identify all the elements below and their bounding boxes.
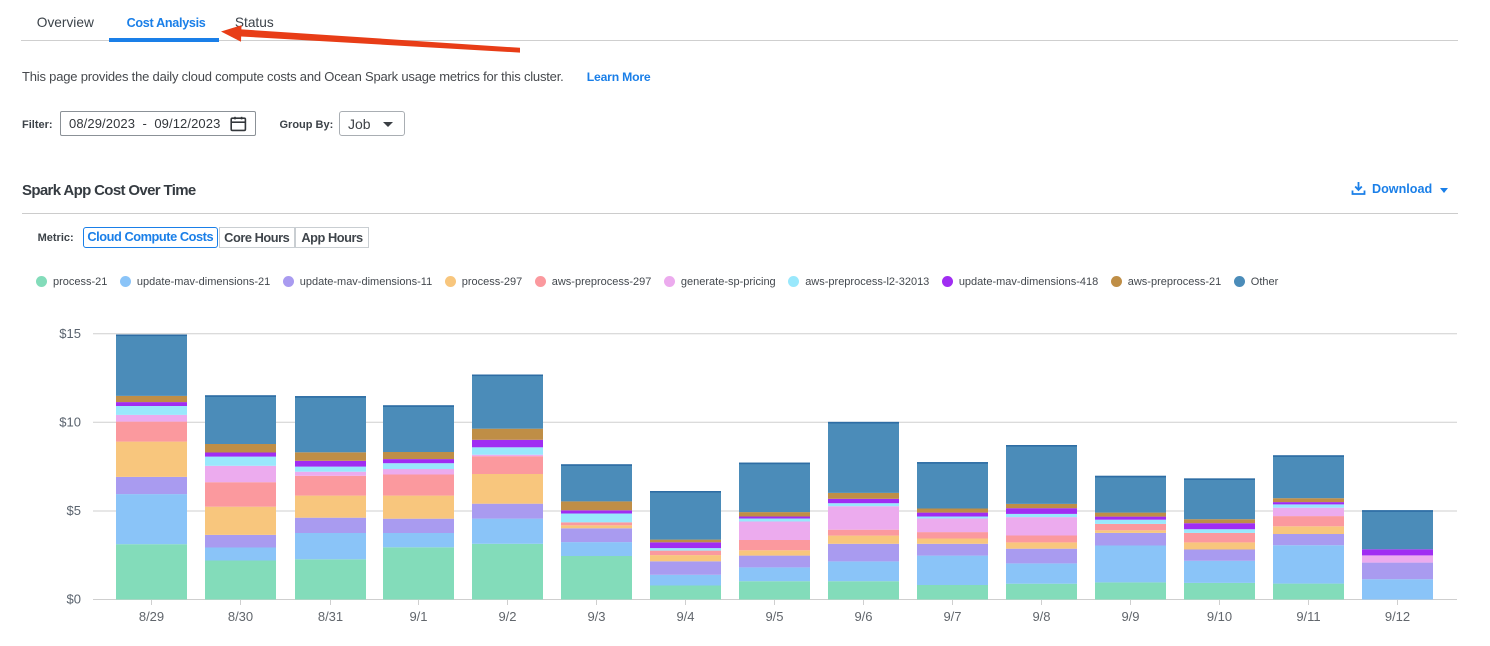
svg-text:$0: $0 [67, 592, 81, 607]
svg-text:8/31: 8/31 [318, 609, 343, 624]
svg-text:9/9: 9/9 [1121, 609, 1139, 624]
svg-text:9/3: 9/3 [587, 609, 605, 624]
svg-text:9/6: 9/6 [854, 609, 872, 624]
svg-text:9/10: 9/10 [1207, 609, 1232, 624]
svg-text:9/2: 9/2 [498, 609, 516, 624]
svg-text:9/4: 9/4 [676, 609, 694, 624]
svg-text:$5: $5 [67, 503, 81, 518]
svg-text:$15: $15 [59, 326, 81, 341]
svg-text:9/5: 9/5 [765, 609, 783, 624]
svg-text:9/12: 9/12 [1385, 609, 1410, 624]
svg-text:9/11: 9/11 [1296, 609, 1320, 624]
svg-text:8/29: 8/29 [139, 609, 164, 624]
svg-text:9/7: 9/7 [943, 609, 961, 624]
svg-text:9/1: 9/1 [409, 609, 427, 624]
svg-text:8/30: 8/30 [228, 609, 253, 624]
svg-text:$10: $10 [59, 415, 81, 430]
svg-text:9/8: 9/8 [1032, 609, 1050, 624]
